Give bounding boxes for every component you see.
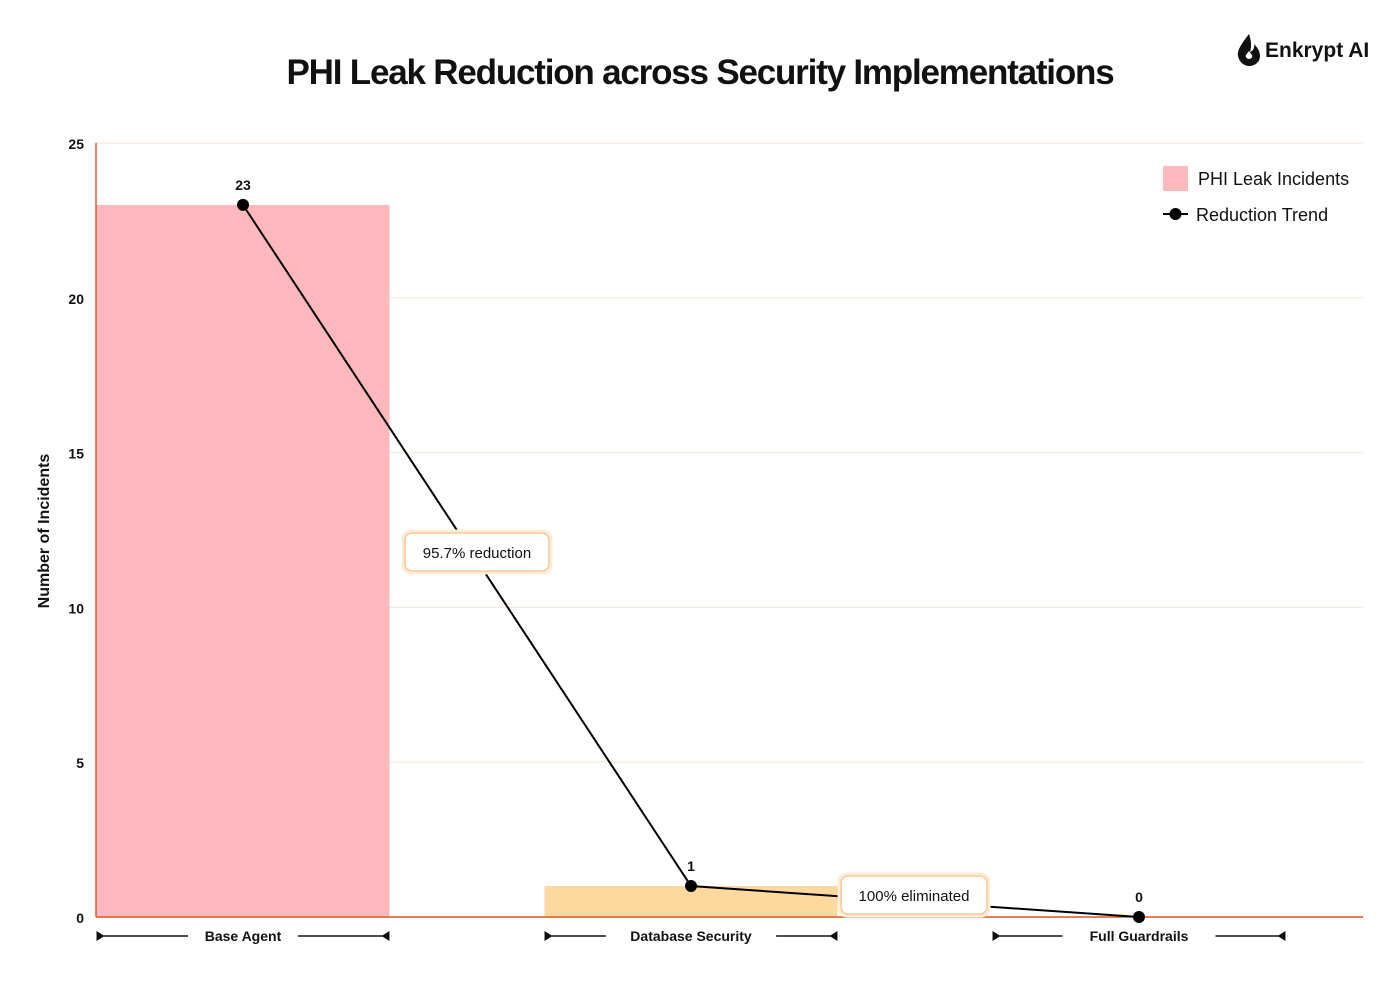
y-tick-label: 5 xyxy=(76,755,84,771)
category-bracket: Full Guardrails xyxy=(992,928,1286,944)
x-category-label: Database Security xyxy=(630,928,752,944)
annotation-text: 95.7% reduction xyxy=(423,545,531,562)
bar-base-agent xyxy=(96,204,390,918)
bracket-arrow-right-icon xyxy=(381,931,390,941)
bracket-arrow-left-icon xyxy=(992,931,1001,941)
data-label: 23 xyxy=(235,177,251,193)
x-axis-categories: Base Agent Database Security Full Guardrai… xyxy=(96,928,1286,944)
brand-logo: Enkrypt AI xyxy=(1237,34,1369,66)
trend-point xyxy=(1133,911,1145,923)
annotation-glow xyxy=(401,529,553,575)
x-category-label: Base Agent xyxy=(205,928,282,944)
brand-name: Enkrypt AI xyxy=(1265,39,1369,62)
annotation-box xyxy=(404,532,550,572)
y-tick-label: 0 xyxy=(76,910,84,926)
y-tick-label: 20 xyxy=(68,291,84,307)
legend-label-reduction-trend: Reduction Trend xyxy=(1196,205,1328,225)
annotations: 95.7% reduction 100% eliminated xyxy=(401,529,991,918)
annotation-text: 100% eliminated xyxy=(859,888,970,905)
chart-title: PHI Leak Reduction across Security Imple… xyxy=(287,53,1115,92)
legend-label-phi-leak-incidents: PHI Leak Incidents xyxy=(1198,169,1349,189)
y-tick-label: 10 xyxy=(68,600,84,616)
trend-point xyxy=(237,198,249,211)
annotation-box xyxy=(840,875,988,915)
annotation-callout: 100% eliminated xyxy=(837,872,991,918)
y-tick-label: 25 xyxy=(68,136,84,152)
y-axis-label: Number of Incidents xyxy=(36,454,53,609)
y-tick-label: 15 xyxy=(68,446,84,462)
trend-point xyxy=(685,880,697,893)
legend-marker-reduction-trend xyxy=(1169,208,1182,220)
category-bracket: Database Security xyxy=(544,928,838,944)
flame-icon xyxy=(1237,34,1260,66)
legend: PHI Leak Incidents Reduction Trend xyxy=(1163,166,1349,225)
data-label: 1 xyxy=(687,858,695,874)
legend-swatch-phi-leak-incidents xyxy=(1163,166,1188,191)
bracket-arrow-left-icon xyxy=(544,931,553,941)
category-bracket: Base Agent xyxy=(96,928,390,944)
annotation-glow xyxy=(837,872,991,918)
data-label: 0 xyxy=(1135,889,1143,905)
bracket-arrow-right-icon xyxy=(829,931,838,941)
bracket-arrow-right-icon xyxy=(1277,931,1286,941)
data-labels: 23 1 0 xyxy=(235,177,1143,905)
bracket-arrow-left-icon xyxy=(96,931,105,941)
x-category-label: Full Guardrails xyxy=(1090,928,1189,944)
bars xyxy=(96,204,838,918)
annotation-callout: 95.7% reduction xyxy=(401,529,553,575)
